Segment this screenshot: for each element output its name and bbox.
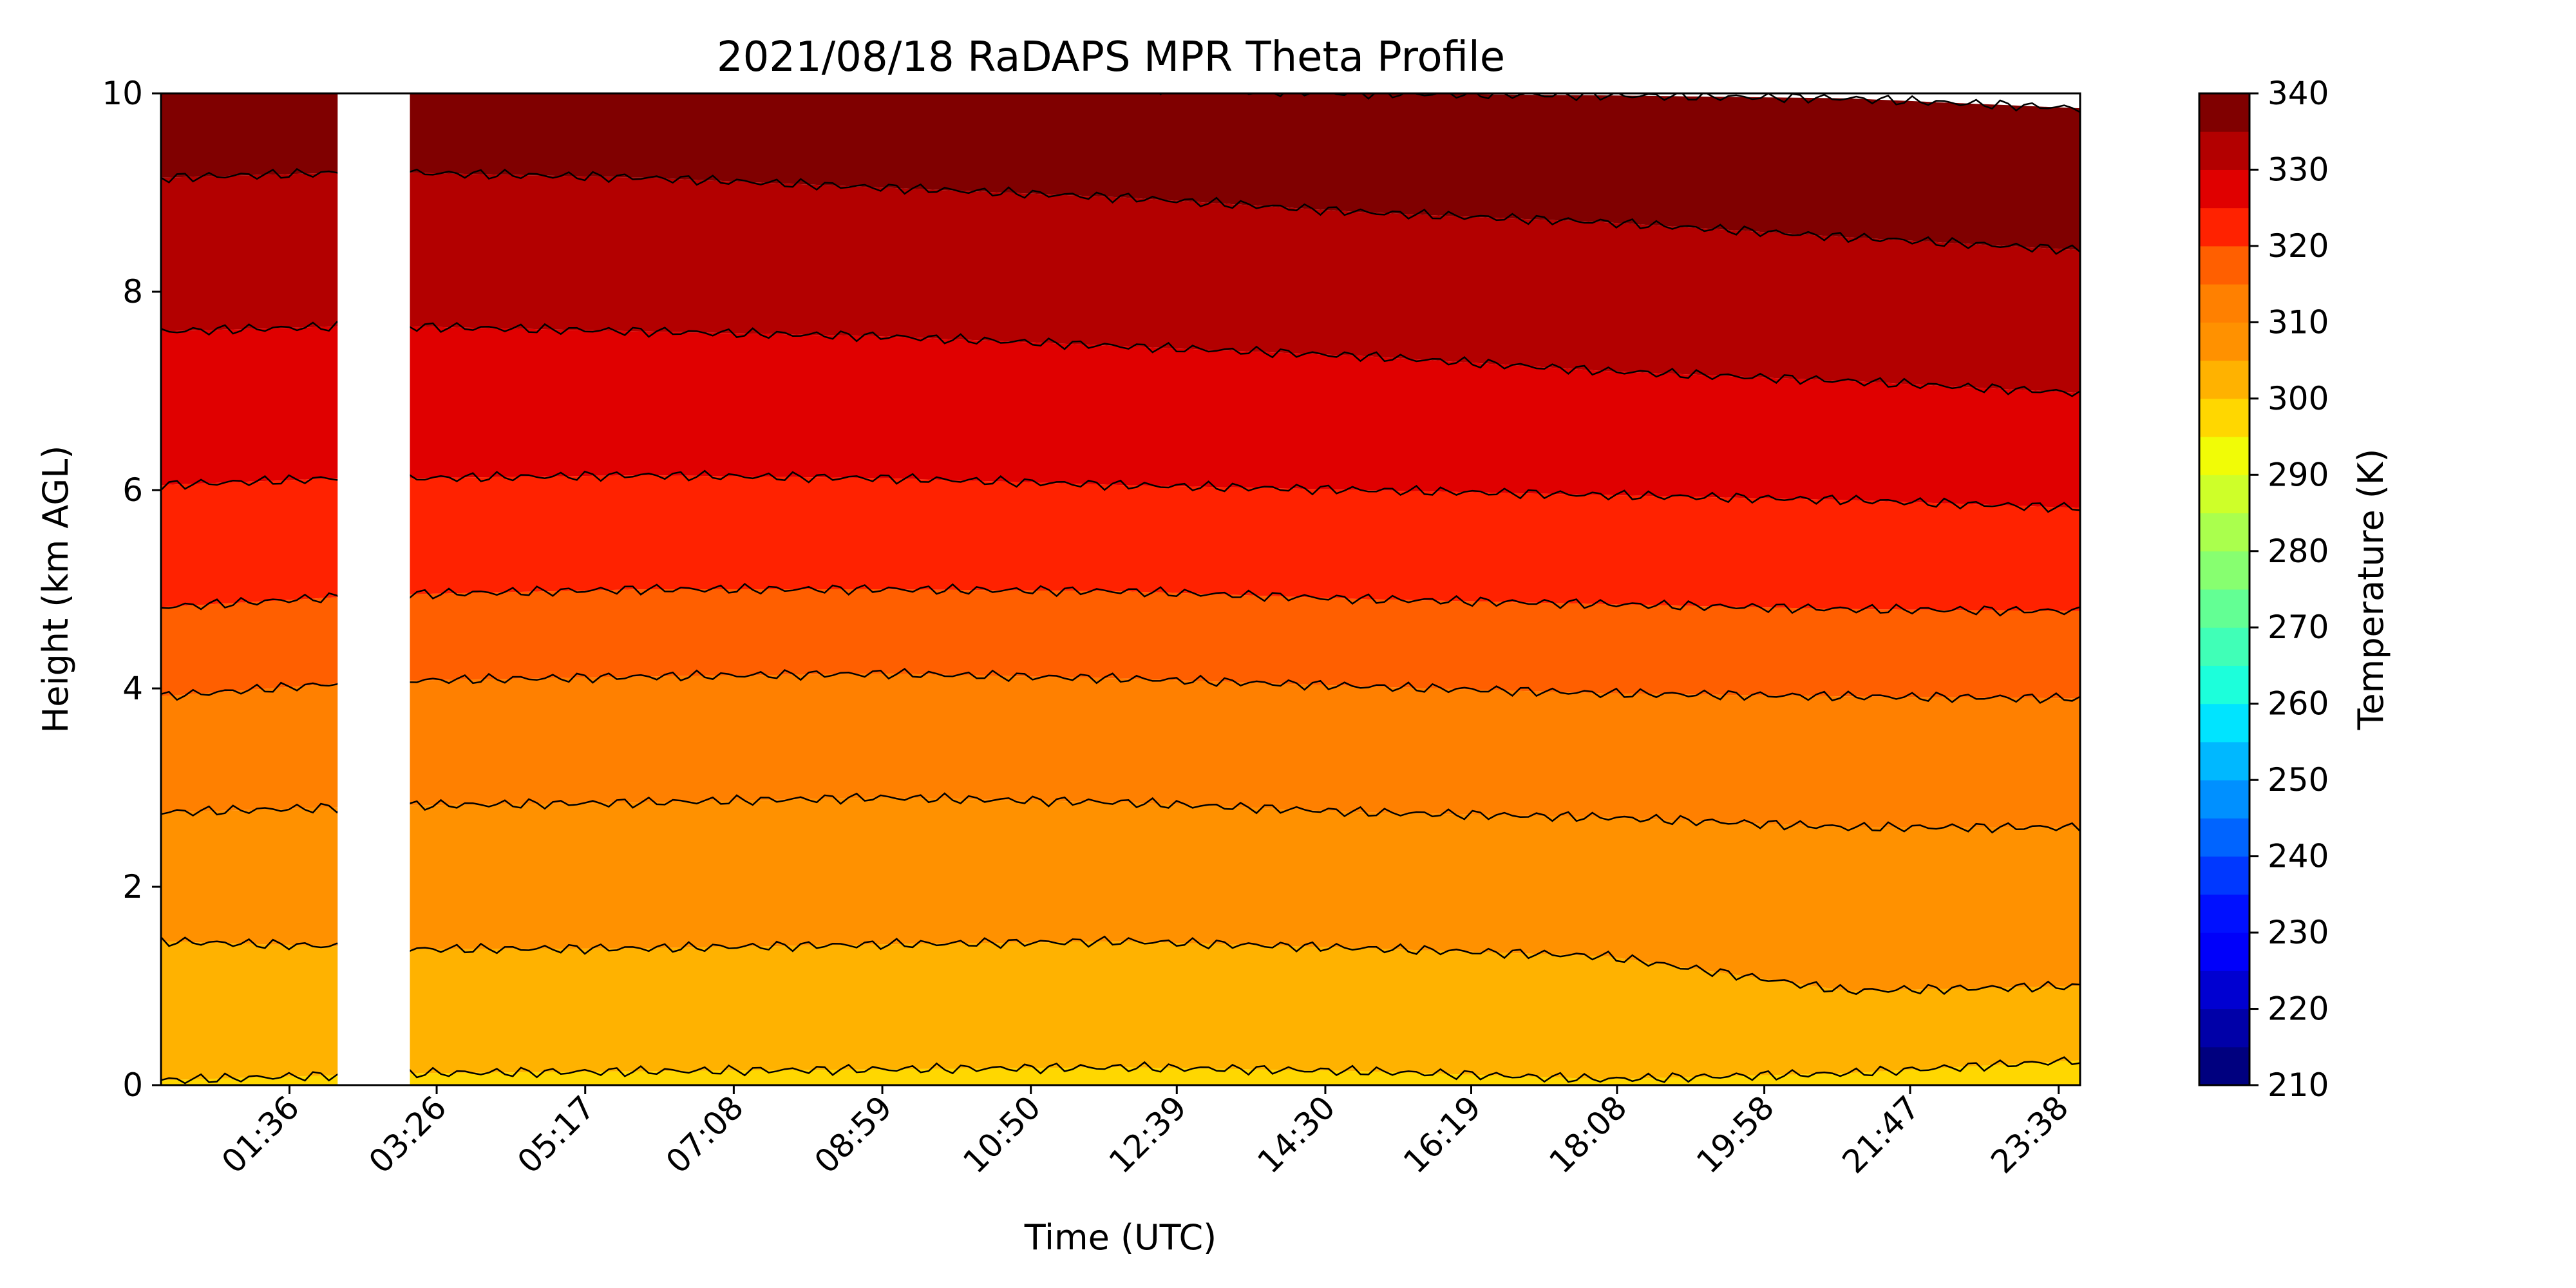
contour-line-320 (161, 583, 2080, 617)
colorbar-tick-label: 250 (2268, 761, 2329, 799)
y-tick-label: 2 (122, 868, 143, 905)
colorbar-tick-label: 210 (2268, 1066, 2329, 1104)
colorbar-segment (2199, 551, 2249, 590)
plot-frame (160, 92, 2081, 1086)
x-tick-label: 10:50 (956, 1088, 1048, 1180)
colorbar-segment (2199, 360, 2249, 399)
y-tick-label: 6 (122, 471, 143, 509)
theta-band-3 (161, 674, 2080, 828)
colorbar-tick-label: 290 (2268, 456, 2329, 493)
colorbar-tick-label: 270 (2268, 609, 2329, 646)
colorbar-tick-label: 240 (2268, 838, 2329, 875)
theta-band-5 (161, 475, 2080, 611)
contour-line-340 (1072, 93, 2080, 113)
colorbar-tick-label: 280 (2268, 533, 2329, 570)
y-axis-label: Height (km AGL) (35, 446, 76, 734)
colorbar-segment (2199, 284, 2249, 323)
colorbar-segment (2199, 1046, 2249, 1086)
colorbar-tick-label: 310 (2268, 303, 2329, 341)
colorbar-segment (2199, 818, 2249, 857)
x-tick-label: 08:59 (808, 1088, 900, 1180)
y-tick-label: 8 (122, 273, 143, 310)
colorbar-segment (2199, 207, 2249, 247)
contour-line-325 (161, 469, 2080, 513)
contour-line-335 (161, 167, 2080, 255)
x-tick-label: 19:58 (1689, 1088, 1781, 1180)
colorbar-segment (2199, 665, 2249, 705)
colorbar-tick-label: 320 (2268, 227, 2329, 265)
colorbar-segment (2199, 131, 2249, 170)
contour-line-310 (161, 792, 2080, 834)
colorbar-segment (2199, 627, 2249, 666)
colorbar-tick-label: 340 (2268, 75, 2329, 112)
chart-title: 2021/08/18 RaDAPS MPR Theta Profile (717, 33, 1505, 81)
x-tick-label: 01:36 (214, 1088, 307, 1180)
x-axis: 01:36 03:26 05:17 07:08 08:59 10:50 12:39 14:30… (214, 1085, 2076, 1180)
contour-line-300 (161, 1056, 2080, 1084)
colorbar-segment (2199, 322, 2249, 361)
y-axis: 0 2 4 6 8 10 (102, 75, 161, 1104)
theta-band-4 (161, 589, 2080, 699)
data-gap (337, 93, 410, 1085)
x-tick-label: 18:08 (1542, 1088, 1634, 1180)
colorbar-tick-label: 260 (2268, 685, 2329, 723)
colorbar-segment (2199, 703, 2249, 743)
x-tick-label: 23:38 (1984, 1088, 2076, 1180)
theta-band-1 (161, 941, 2080, 1081)
y-tick-label: 4 (122, 670, 143, 707)
colorbar-segment (2199, 437, 2249, 475)
colorbar-segment (2199, 894, 2249, 933)
theta-band-7 (161, 173, 2080, 393)
colorbar-label: Temperature (K) (2351, 449, 2391, 731)
theta-band-2 (161, 797, 2080, 991)
colorbar-segment (2199, 513, 2249, 552)
x-tick-label: 05:17 (510, 1088, 602, 1180)
colorbar-tick-label: 300 (2268, 380, 2329, 417)
colorbar-frame (2198, 92, 2251, 1086)
colorbar-tick-label: 230 (2268, 914, 2329, 951)
contour-line-305 (161, 935, 2080, 996)
colorbar-segment (2199, 971, 2249, 1010)
colorbar-segment (2199, 589, 2249, 628)
plot-area (161, 93, 2080, 1085)
colorbar-segment (2199, 245, 2249, 285)
colorbar-ticks: 210 220 230 240 250 260 270 280 290 300 310 320 330 3… (2249, 75, 2329, 1104)
colorbar-segment (2199, 1009, 2249, 1048)
colorbar (2199, 93, 2249, 1086)
colorbar-segment (2199, 741, 2249, 781)
colorbar-segment (2199, 780, 2249, 819)
theta-band-8 (161, 93, 2080, 251)
colorbar-segment (2199, 169, 2249, 209)
colorbar-segment (2199, 93, 2249, 132)
y-tick-label: 0 (122, 1066, 143, 1104)
x-tick-label: 21:47 (1835, 1088, 1927, 1180)
colorbar-segment (2199, 398, 2249, 437)
colorbar-segment (2199, 475, 2249, 514)
theta-band-0 (161, 1060, 2080, 1085)
colorbar-tick-label: 330 (2268, 151, 2329, 188)
x-tick-label: 14:30 (1251, 1088, 1343, 1180)
contour-line-315 (161, 667, 2080, 705)
x-axis-label: Time (UTC) (1024, 1217, 1217, 1258)
contour-line-330 (161, 321, 2080, 397)
y-tick-label: 10 (102, 75, 143, 112)
x-tick-label: 07:08 (659, 1088, 751, 1180)
x-tick-label: 16:19 (1396, 1088, 1488, 1180)
colorbar-tick-label: 220 (2268, 990, 2329, 1028)
colorbar-segment (2199, 856, 2249, 895)
colorbar-segment (2199, 933, 2249, 971)
x-tick-label: 12:39 (1102, 1088, 1194, 1180)
x-tick-label: 03:26 (362, 1088, 454, 1180)
